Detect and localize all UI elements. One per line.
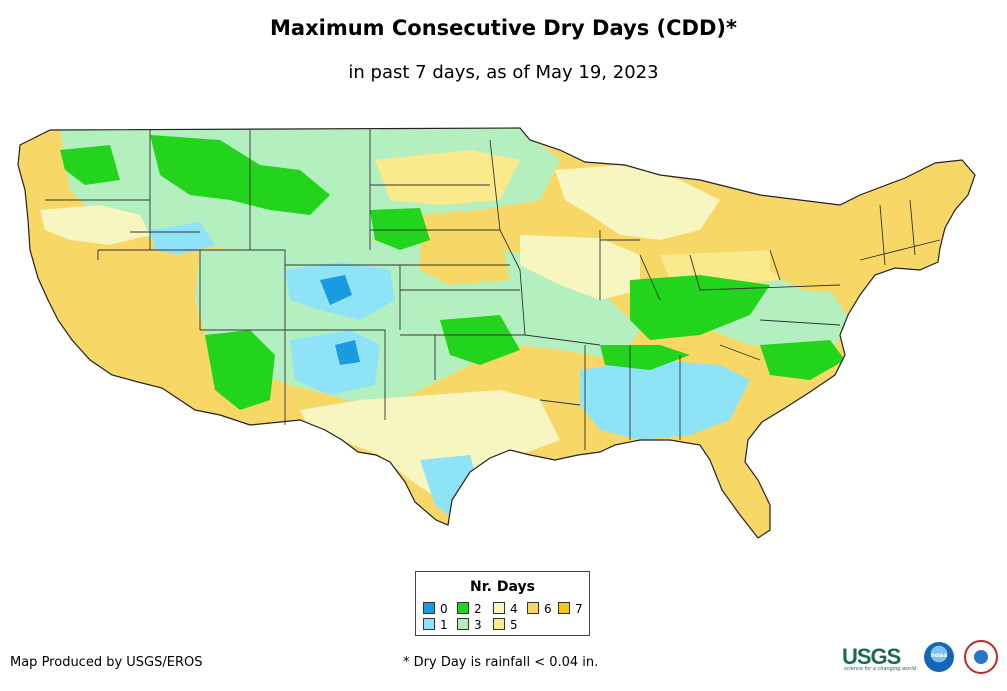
legend-swatch-6	[527, 602, 539, 614]
region-1-day-idaho	[150, 222, 215, 255]
legend-label-7: 7	[575, 602, 583, 616]
region-0-day-colorado	[320, 275, 360, 365]
region-6-days-california	[20, 240, 185, 405]
region-2-days-carolinas	[760, 340, 845, 380]
region-6-days-northeast	[770, 185, 945, 295]
legend-label-2: 2	[474, 602, 482, 616]
legend-item-5: 5	[493, 618, 518, 632]
agency-logos: USGS science for a changing world noaa	[842, 640, 1002, 676]
region-4-days-west	[40, 205, 150, 245]
legend-item-6: 6	[527, 602, 552, 616]
state-boundaries	[17, 127, 976, 539]
region-2-days-kentucky	[630, 275, 770, 340]
legend-swatch-3	[457, 618, 469, 630]
legend-label-3: 3	[474, 618, 482, 632]
noaa-logo	[924, 642, 954, 672]
region-2-days-oklahoma	[440, 315, 520, 365]
usgs-logo: USGS	[842, 644, 901, 669]
legend-swatch-1	[423, 618, 435, 630]
dry-day-footnote: * Dry Day is rainfall < 0.04 in.	[403, 655, 599, 670]
map-subtitle: in past 7 days, as of May 19, 2023	[348, 62, 659, 83]
legend-label-4: 4	[510, 602, 518, 616]
region-2-days-northern-plains	[60, 145, 120, 185]
region-4-days-central	[520, 235, 640, 300]
region-4-days-texas	[300, 390, 560, 500]
legend-item-7: 7	[558, 602, 583, 616]
region-1-day-new-mexico	[290, 330, 380, 395]
legend-label-1: 1	[440, 618, 448, 632]
legend-swatch-2	[457, 602, 469, 614]
legend: Nr. Days 0 1 2 3 4 5 6 7	[415, 571, 590, 636]
nws-logo	[964, 640, 998, 674]
usgs-tagline: science for a changing world	[844, 666, 916, 672]
legend-item-4: 4	[493, 602, 518, 616]
legend-item-2: 2	[457, 602, 482, 616]
region-2-days-tennessee	[600, 345, 690, 370]
region-2-days-arizona	[205, 330, 275, 410]
region-1-day-southeast	[580, 360, 750, 440]
noaa-logo-text: noaa	[930, 652, 948, 659]
legend-item-0: 0	[423, 602, 448, 616]
legend-swatch-7	[558, 602, 570, 614]
map-title: Maximum Consecutive Dry Days (CDD)*	[270, 16, 737, 40]
nws-logo-center	[974, 650, 988, 664]
legend-label-5: 5	[510, 618, 518, 632]
legend-label-6: 6	[544, 602, 552, 616]
region-2-days-montana	[150, 135, 330, 215]
legend-label-0: 0	[440, 602, 448, 616]
map-credit: Map Produced by USGS/EROS	[10, 655, 203, 670]
legend-title: Nr. Days	[470, 579, 535, 595]
region-5-days-dakotas	[375, 150, 520, 205]
legend-item-3: 3	[457, 618, 482, 632]
legend-item-1: 1	[423, 618, 448, 632]
legend-swatch-4	[493, 602, 505, 614]
legend-swatch-5	[493, 618, 505, 630]
region-2-days-nebraska	[370, 208, 430, 250]
region-6-days-iowa	[420, 235, 510, 285]
region-4-days-great-lakes	[555, 165, 720, 240]
legend-swatch-0	[423, 602, 435, 614]
